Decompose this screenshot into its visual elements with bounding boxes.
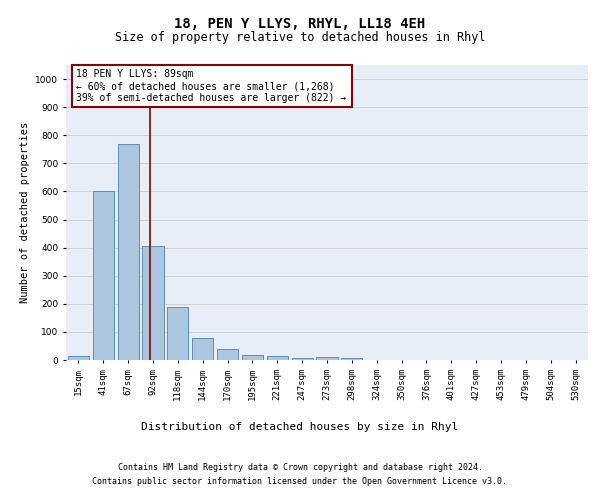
Text: Contains public sector information licensed under the Open Government Licence v3: Contains public sector information licen…: [92, 478, 508, 486]
Text: 18 PEN Y LLYS: 89sqm
← 60% of detached houses are smaller (1,268)
39% of semi-de: 18 PEN Y LLYS: 89sqm ← 60% of detached h…: [76, 70, 347, 102]
Bar: [167, 306, 188, 360]
Bar: [68, 356, 89, 360]
Text: Contains HM Land Registry data © Crown copyright and database right 2024.: Contains HM Land Registry data © Crown c…: [118, 462, 482, 471]
Bar: [341, 358, 362, 360]
Bar: [316, 356, 338, 360]
Bar: [242, 355, 263, 360]
Bar: [142, 246, 164, 360]
Text: Distribution of detached houses by size in Rhyl: Distribution of detached houses by size …: [142, 422, 458, 432]
Text: Size of property relative to detached houses in Rhyl: Size of property relative to detached ho…: [115, 31, 485, 44]
Bar: [192, 338, 213, 360]
Bar: [292, 358, 313, 360]
Bar: [93, 192, 114, 360]
Bar: [267, 356, 288, 360]
Text: 18, PEN Y LLYS, RHYL, LL18 4EH: 18, PEN Y LLYS, RHYL, LL18 4EH: [175, 18, 425, 32]
Bar: [217, 350, 238, 360]
Y-axis label: Number of detached properties: Number of detached properties: [20, 122, 30, 303]
Bar: [118, 144, 139, 360]
